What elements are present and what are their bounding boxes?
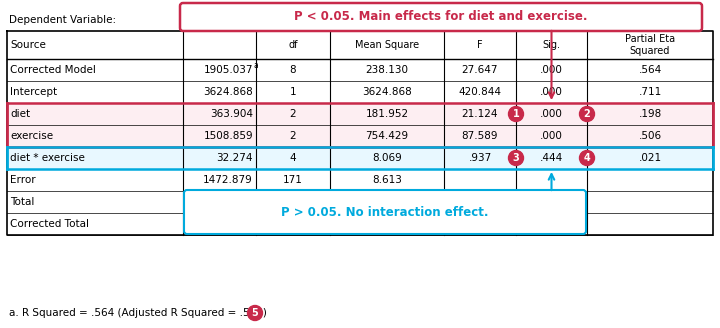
Text: 5: 5: [251, 308, 258, 318]
Text: 2: 2: [289, 131, 297, 141]
Text: 27.647: 27.647: [462, 65, 498, 75]
Text: 8.069: 8.069: [372, 153, 402, 163]
Text: 1: 1: [289, 87, 297, 97]
Text: .937: .937: [469, 153, 492, 163]
FancyBboxPatch shape: [180, 3, 702, 31]
Text: F: F: [477, 40, 483, 50]
Text: 171: 171: [283, 175, 303, 185]
Bar: [7, 147, 713, 169]
Text: 3: 3: [513, 153, 519, 163]
Text: Mean Square: Mean Square: [355, 40, 419, 50]
Text: 420.844: 420.844: [459, 87, 502, 97]
Text: .711: .711: [639, 87, 662, 97]
Text: 21.124: 21.124: [462, 109, 498, 119]
Circle shape: [580, 107, 595, 121]
Text: 3624.868: 3624.868: [203, 87, 253, 97]
Circle shape: [580, 151, 595, 166]
Text: df: df: [288, 40, 298, 50]
Text: 4: 4: [584, 153, 590, 163]
Text: P > 0.05. No interaction effect.: P > 0.05. No interaction effect.: [282, 206, 489, 218]
Bar: [7, 125, 713, 147]
Text: 181.952: 181.952: [366, 109, 408, 119]
Text: Dependent Variable:: Dependent Variable:: [9, 15, 116, 25]
Text: 2: 2: [584, 109, 590, 119]
Bar: [7, 103, 713, 125]
Text: diet: diet: [10, 109, 30, 119]
Text: a. R Squared = .564 (Adjusted R Squared = .544): a. R Squared = .564 (Adjusted R Squared …: [9, 308, 267, 318]
Text: 1472.879: 1472.879: [203, 175, 253, 185]
Text: Corrected Model: Corrected Model: [10, 65, 96, 75]
Text: 8: 8: [289, 65, 297, 75]
Text: a: a: [253, 62, 258, 71]
Text: P < 0.05. Main effects for diet and exercise.: P < 0.05. Main effects for diet and exer…: [294, 10, 588, 24]
Text: Intercept: Intercept: [10, 87, 57, 97]
Text: .564: .564: [639, 65, 662, 75]
Text: .000: .000: [540, 65, 563, 75]
Circle shape: [248, 305, 263, 320]
Text: 32.274: 32.274: [217, 153, 253, 163]
Text: Partial Eta
Squared: Partial Eta Squared: [625, 34, 675, 56]
Text: 363.904: 363.904: [210, 109, 253, 119]
Text: .000: .000: [540, 109, 563, 119]
Text: .000: .000: [540, 87, 563, 97]
Text: .506: .506: [639, 131, 662, 141]
Circle shape: [508, 151, 523, 166]
Text: 3624.868: 3624.868: [362, 87, 412, 97]
Text: .198: .198: [639, 109, 662, 119]
Text: 1905.037: 1905.037: [204, 65, 253, 75]
Text: Sig.: Sig.: [542, 40, 560, 50]
Text: Tests of Between-Subjects Effects: Tests of Between-Subjects Effects: [241, 5, 479, 18]
Text: Error: Error: [10, 175, 35, 185]
Text: Source: Source: [10, 40, 46, 50]
Text: 1508.859: 1508.859: [203, 131, 253, 141]
Text: diet * exercise: diet * exercise: [10, 153, 85, 163]
Text: .000: .000: [540, 131, 563, 141]
Text: 1: 1: [513, 109, 519, 119]
Text: Corrected Total: Corrected Total: [10, 219, 89, 229]
Text: .444: .444: [540, 153, 563, 163]
Text: .021: .021: [639, 153, 662, 163]
Text: 2: 2: [289, 109, 297, 119]
Text: 754.429: 754.429: [366, 131, 408, 141]
FancyBboxPatch shape: [184, 190, 586, 234]
Text: 238.130: 238.130: [366, 65, 408, 75]
Text: exercise: exercise: [10, 131, 53, 141]
Circle shape: [508, 107, 523, 121]
Text: Total: Total: [10, 197, 35, 207]
Text: 4: 4: [289, 153, 297, 163]
Text: 8.613: 8.613: [372, 175, 402, 185]
Text: 87.589: 87.589: [462, 131, 498, 141]
